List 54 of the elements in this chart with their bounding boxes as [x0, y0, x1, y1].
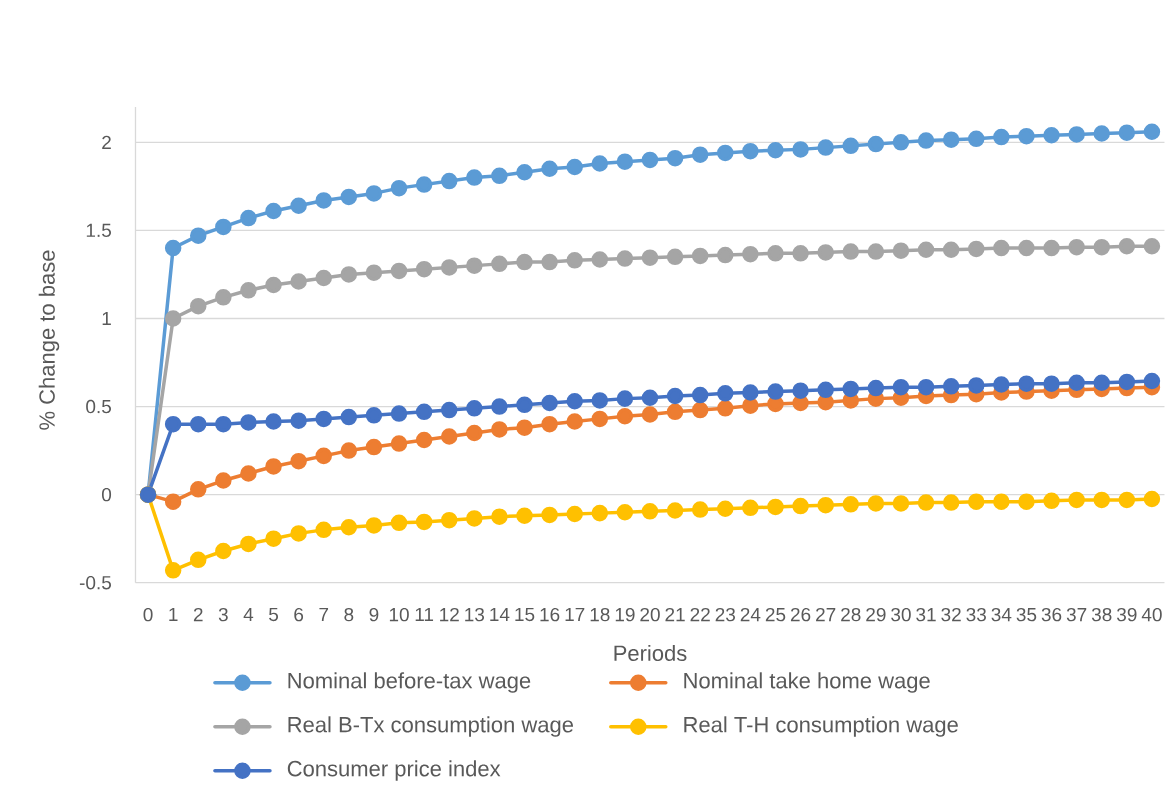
x-tick-label: 13	[465, 607, 485, 622]
y-tick-label: 2	[102, 135, 111, 149]
x-tick-label: 12	[440, 607, 459, 622]
x-tick-label: 23	[715, 607, 736, 622]
x-tick-label: 32	[941, 607, 961, 622]
y-tick-label: 0.5	[86, 399, 111, 414]
x-tick-label: 14	[490, 607, 510, 621]
y-tick-label: 1.5	[86, 223, 111, 238]
legend-label: Consumer price index	[287, 760, 501, 781]
x-tick-label: 39	[1116, 607, 1137, 622]
x-tick-label: 19	[615, 607, 635, 622]
y-tick-label: 1	[102, 311, 111, 326]
x-tick-label: 18	[590, 607, 610, 622]
x-tick-label: 9	[369, 607, 379, 622]
x-tick-label: 3	[218, 607, 228, 622]
x-tick-label: 33	[966, 607, 986, 622]
x-tick-label: 4	[243, 607, 254, 621]
x-tick-label: 7	[319, 607, 329, 621]
x-tick-label: 5	[269, 607, 279, 622]
x-tick-label: 25	[765, 607, 786, 622]
y-axis-title: % Change to base	[38, 250, 60, 430]
x-tick-label: 24	[740, 607, 761, 622]
x-tick-label: 28	[841, 607, 861, 622]
legend-label: Nominal before-tax wage	[288, 672, 531, 693]
x-tick-label: 30	[891, 607, 911, 622]
x-tick-label: 27	[816, 607, 836, 622]
y-tick-label: -0.5	[79, 575, 111, 590]
x-tick-label: 35	[1016, 607, 1037, 622]
x-tick-label: 11	[415, 607, 434, 621]
x-tick-label: 6	[294, 607, 304, 622]
x-tick-label: 17	[565, 607, 585, 621]
x-tick-label: 26	[790, 607, 811, 622]
x-tick-label: 20	[640, 607, 660, 622]
x-tick-label: 34	[991, 607, 1012, 622]
x-tick-label: 31	[916, 607, 936, 622]
x-tick-label: 0	[143, 607, 153, 622]
y-tick-label: 0	[101, 487, 112, 502]
x-axis-title: Periods	[614, 644, 687, 662]
x-tick-label: 2	[193, 607, 203, 622]
x-tick-label: 29	[866, 607, 886, 622]
x-tick-label: 36	[1041, 607, 1062, 622]
x-tick-label: 40	[1141, 607, 1162, 622]
x-tick-label: 16	[540, 607, 560, 622]
legend-label: Real T-H consumption wage	[684, 716, 958, 737]
legend-label: Real B-Tx consumption wage	[288, 716, 574, 737]
x-tick-label: 10	[389, 607, 409, 622]
x-tick-label: 8	[344, 607, 354, 622]
x-tick-label: 37	[1066, 607, 1087, 622]
x-tick-label: 38	[1091, 607, 1112, 622]
x-tick-label: 21	[665, 607, 685, 622]
x-tick-label: 1	[169, 607, 178, 621]
x-tick-label: 15	[515, 607, 535, 622]
x-tick-label: 22	[690, 607, 710, 622]
legend-label: Nominal take home wage	[684, 672, 930, 693]
